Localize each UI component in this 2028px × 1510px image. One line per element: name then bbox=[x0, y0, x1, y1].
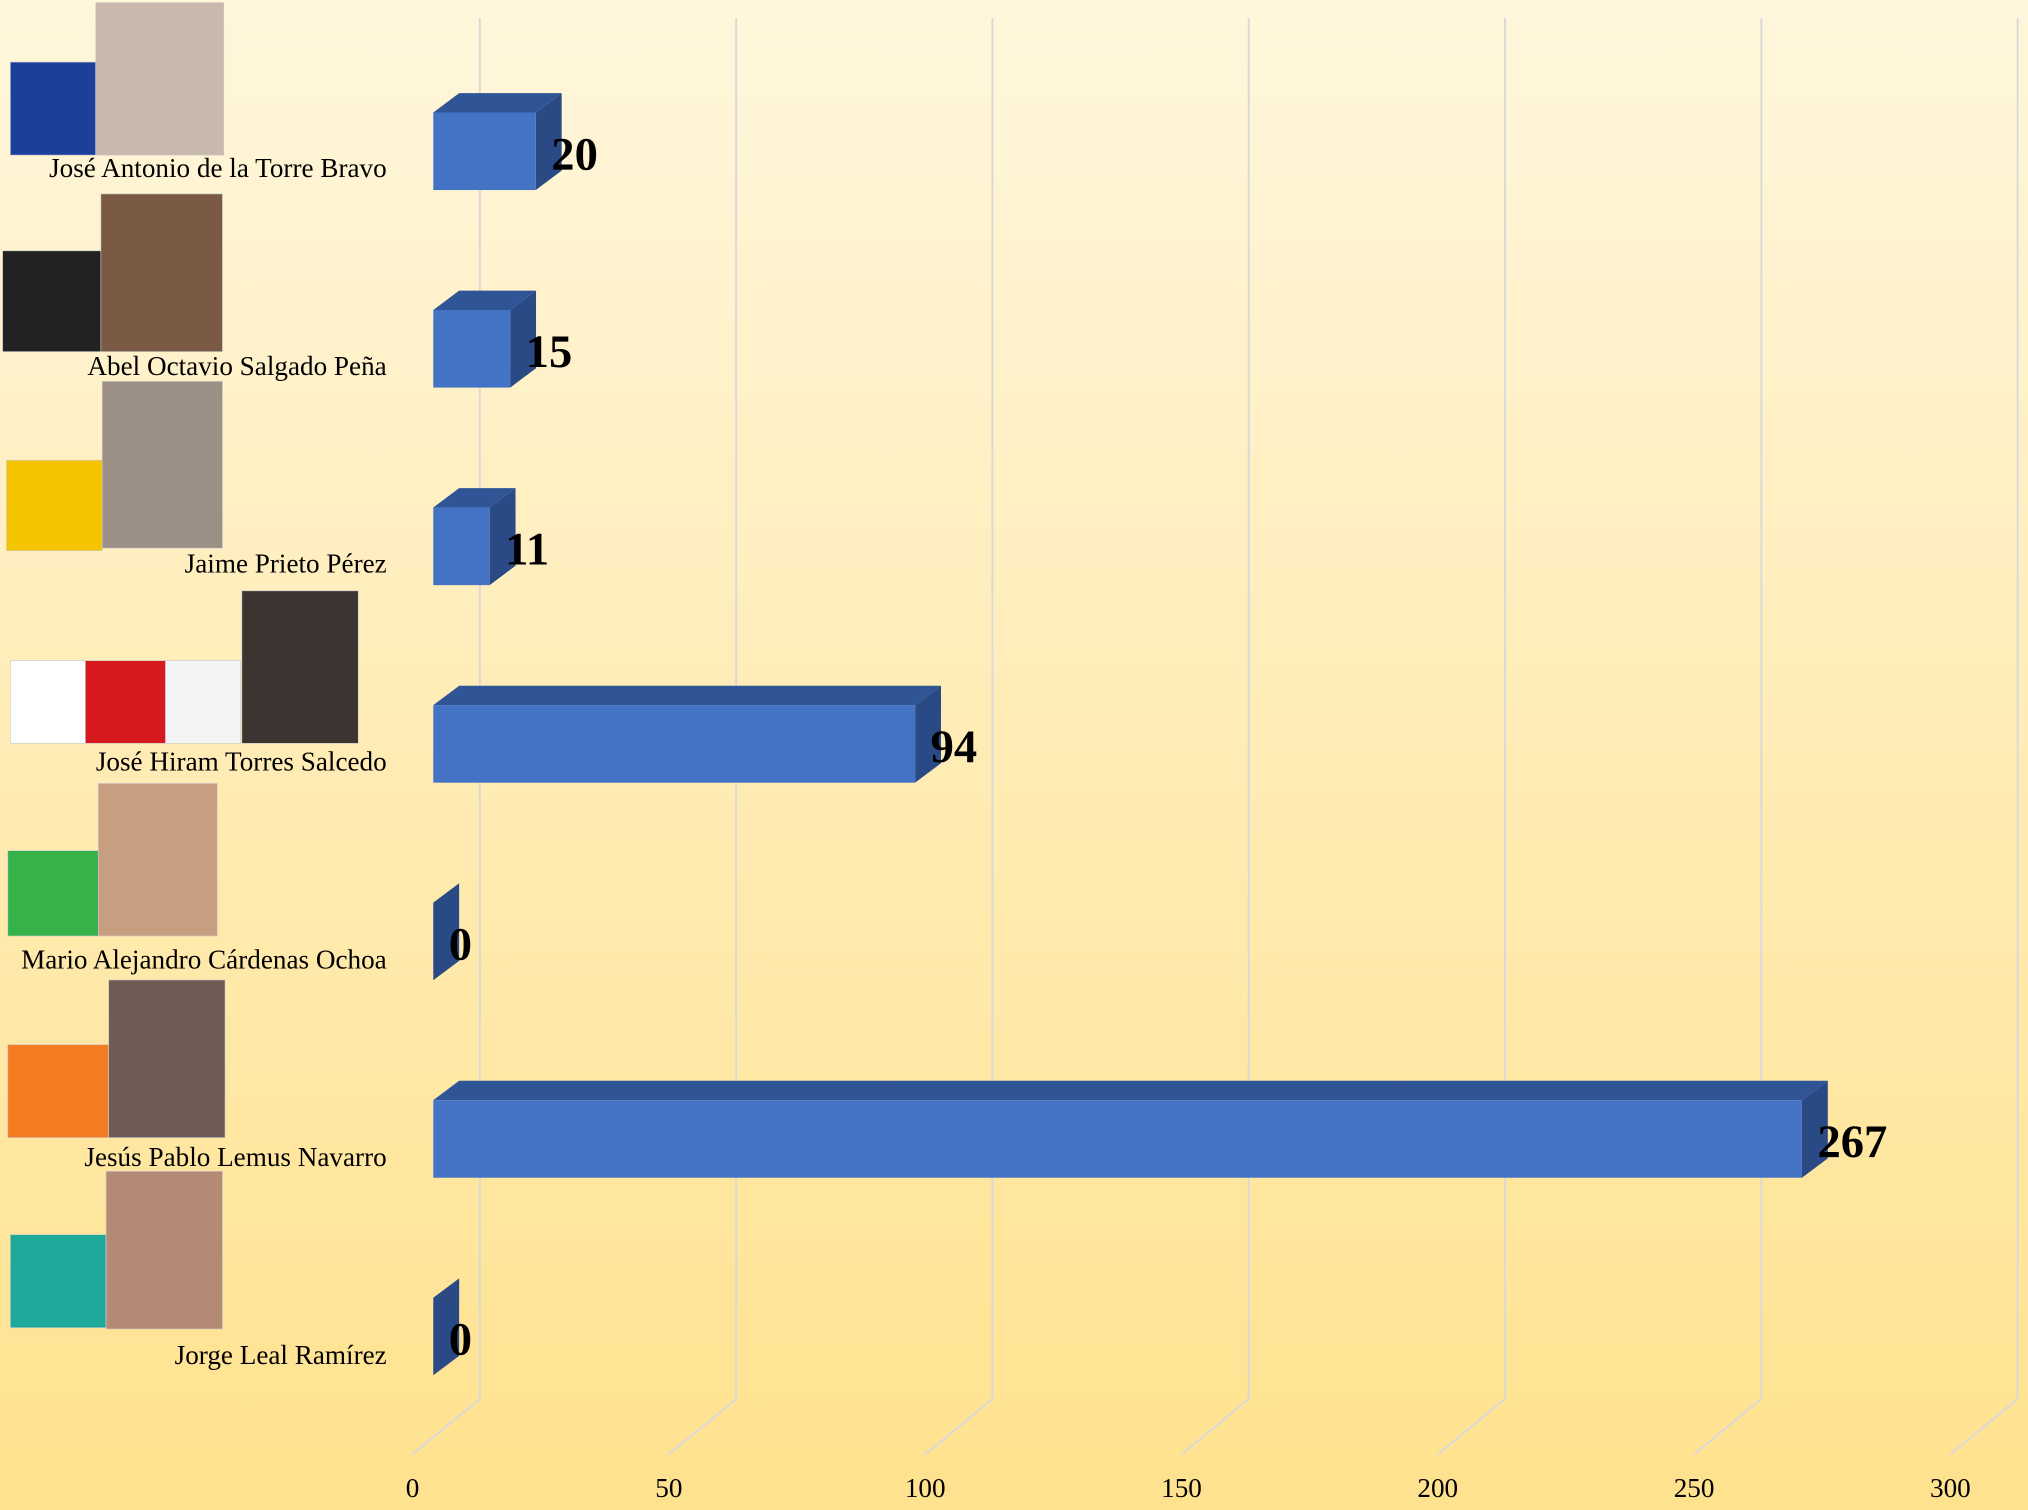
bar-front bbox=[433, 507, 490, 586]
bar-side bbox=[535, 93, 562, 191]
bar-side bbox=[489, 488, 516, 586]
candidate-image bbox=[6, 459, 103, 552]
value-label: 0 bbox=[449, 920, 472, 971]
bar-front bbox=[433, 112, 536, 191]
category-label: Mario Alejandro Cárdenas Ochoa bbox=[21, 944, 387, 974]
x-tick-label: 300 bbox=[1930, 1473, 1971, 1503]
category-label: Jesús Pablo Lemus Navarro bbox=[84, 1142, 386, 1172]
grid-line bbox=[1693, 1398, 1762, 1456]
value-label: 267 bbox=[1817, 1117, 1887, 1168]
bar-side bbox=[1801, 1080, 1828, 1178]
candidate-image bbox=[85, 660, 166, 744]
bar-top bbox=[433, 488, 516, 508]
bar bbox=[433, 685, 941, 783]
category-label: José Antonio de la Torre Bravo bbox=[49, 153, 387, 183]
candidate-image bbox=[10, 1234, 107, 1329]
bar-side bbox=[510, 290, 537, 388]
x-tick-label: 250 bbox=[1674, 1473, 1715, 1503]
candidate-image bbox=[7, 1044, 109, 1138]
candidate-images bbox=[2, 2, 359, 1330]
grid-line bbox=[1180, 1398, 1250, 1456]
bar-front bbox=[433, 705, 916, 783]
value-label: 11 bbox=[505, 524, 549, 575]
grid-line bbox=[1437, 1398, 1506, 1456]
bar bbox=[433, 290, 537, 388]
candidate-image bbox=[95, 2, 225, 156]
bar-side bbox=[433, 1278, 460, 1376]
grid-line bbox=[1949, 1398, 2019, 1456]
bar bbox=[433, 1080, 1828, 1178]
bar-front bbox=[433, 1100, 1802, 1178]
value-label: 15 bbox=[526, 327, 573, 378]
category-label: José Hiram Torres Salcedo bbox=[96, 747, 387, 777]
category-label: Jaime Prieto Pérez bbox=[185, 549, 387, 579]
category-label: Jorge Leal Ramírez bbox=[175, 1340, 387, 1370]
value-label: 20 bbox=[551, 129, 598, 180]
bar-front bbox=[433, 310, 511, 388]
value-label: 94 bbox=[931, 722, 978, 773]
bar bbox=[433, 883, 460, 981]
bar bbox=[433, 488, 516, 586]
candidate-image bbox=[165, 660, 241, 744]
bar bbox=[433, 93, 562, 191]
candidate-image bbox=[2, 250, 102, 352]
candidate-image bbox=[97, 783, 218, 937]
bar-top bbox=[433, 93, 562, 113]
bar-top bbox=[433, 290, 537, 311]
candidate-image bbox=[108, 979, 226, 1138]
grid-line bbox=[924, 1398, 994, 1456]
grid-line bbox=[411, 1398, 481, 1456]
x-tick-label: 200 bbox=[1417, 1473, 1458, 1503]
candidate-image bbox=[241, 590, 359, 744]
candidate-image bbox=[100, 193, 223, 352]
x-tick-label: 0 bbox=[406, 1473, 420, 1503]
category-label: Abel Octavio Salgado Peña bbox=[87, 351, 386, 381]
x-tick-label: 100 bbox=[905, 1473, 946, 1503]
candidate-image bbox=[7, 850, 99, 937]
bar-side bbox=[915, 685, 941, 783]
bar-top bbox=[433, 685, 941, 706]
value-label: 0 bbox=[449, 1315, 472, 1366]
bar-top bbox=[433, 1080, 1828, 1101]
bar bbox=[433, 1278, 460, 1376]
candidate-image bbox=[10, 660, 86, 744]
candidate-image bbox=[105, 1170, 223, 1330]
candidate-image bbox=[101, 381, 223, 549]
bar-side bbox=[433, 883, 460, 981]
grid-line bbox=[668, 1398, 737, 1456]
x-tick-label: 150 bbox=[1161, 1473, 1202, 1503]
x-tick-label: 50 bbox=[655, 1473, 682, 1503]
candidate-image bbox=[10, 61, 97, 156]
